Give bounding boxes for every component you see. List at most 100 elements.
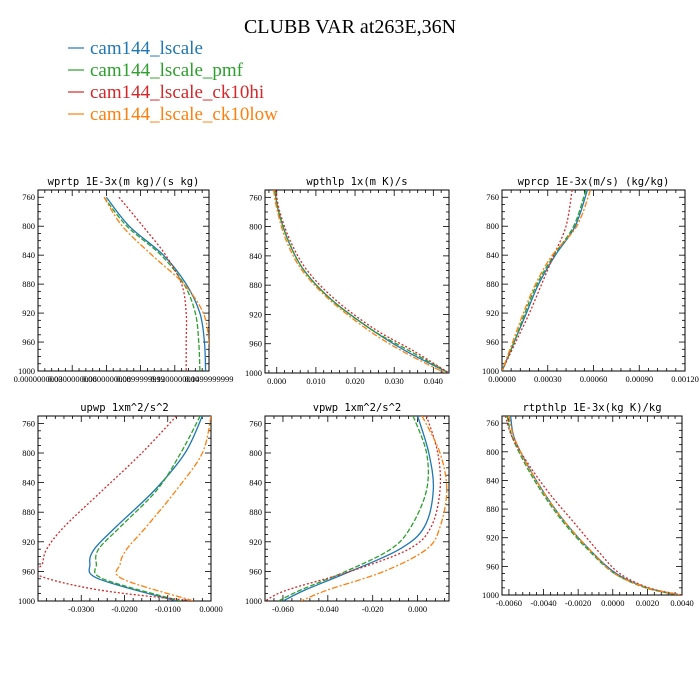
legend-label: cam144_lscale_ck10low bbox=[90, 104, 278, 125]
y-tick-label: 920 bbox=[22, 537, 35, 547]
y-tick-label: 840 bbox=[249, 251, 262, 261]
y-tick-label: 800 bbox=[249, 448, 262, 458]
x-tick-label: 0.00090 bbox=[625, 374, 653, 384]
legend-label: cam144_lscale_ck10hi bbox=[90, 82, 264, 103]
x-tick-label: 0.00060 bbox=[580, 374, 608, 384]
series-line bbox=[118, 196, 188, 371]
panel-title: wprtp 1E-3x(m kg)/(s kg) bbox=[48, 176, 200, 188]
y-tick-label: 760 bbox=[486, 418, 499, 428]
y-tick-label: 760 bbox=[249, 418, 262, 428]
panel: wprtp 1E-3x(m kg)/(s kg) 760 800 840 880 920 9… bbox=[14, 176, 234, 384]
x-tick-label: 0.0899999999 bbox=[116, 374, 165, 384]
y-tick-label: 920 bbox=[22, 308, 35, 318]
series-line bbox=[115, 416, 211, 601]
legend-label: cam144_lscale bbox=[90, 38, 203, 59]
y-tick-label: 960 bbox=[486, 337, 499, 347]
y-tick-label: 760 bbox=[22, 192, 35, 202]
series-line bbox=[502, 190, 587, 371]
y-tick-label: 800 bbox=[486, 221, 499, 231]
x-tick-label: 0.00030 bbox=[534, 374, 562, 384]
series-line bbox=[300, 416, 448, 601]
x-tick-label: 0.000 bbox=[408, 604, 427, 614]
panel: wpthlp 1x(m K)/s 760 800 840 880 920 960 1000 0.… bbox=[245, 176, 450, 386]
panel: upwp 1xm^2/s^2 760 800 840 880 920 960 1000 -0.0… bbox=[18, 402, 223, 614]
panel-title: upwp 1xm^2/s^2 bbox=[80, 402, 169, 414]
x-tick-label: 0.0300000000 bbox=[48, 374, 97, 384]
y-tick-label: 960 bbox=[249, 339, 262, 349]
x-tick-label: -0.040 bbox=[317, 604, 339, 614]
y-tick-label: 880 bbox=[22, 279, 35, 289]
y-tick-label: 1000 bbox=[245, 368, 262, 378]
plot-frame bbox=[264, 189, 450, 374]
legend-entry: cam144_lscale_ck10hi bbox=[68, 82, 264, 103]
y-tick-label: 880 bbox=[486, 279, 499, 289]
panel: wprcp 1E-3x(m/s) (kg/kg) 760 800 840 880 920 9… bbox=[482, 176, 699, 384]
y-tick-label: 920 bbox=[249, 309, 262, 319]
x-tick-label: 0.000 bbox=[267, 376, 286, 386]
y-tick-label: 920 bbox=[486, 533, 499, 543]
x-tick-label: -0.060 bbox=[272, 604, 294, 614]
x-tick-label: 0.00000 bbox=[488, 374, 516, 384]
y-tick-label: 800 bbox=[22, 448, 35, 458]
x-tick-label: -0.0100 bbox=[155, 604, 181, 614]
x-tick-label: -0.020 bbox=[362, 604, 384, 614]
y-tick-label: 840 bbox=[486, 250, 499, 260]
y-tick-label: 960 bbox=[486, 561, 499, 571]
x-tick-label: 0.0000 bbox=[601, 598, 624, 608]
y-tick-label: 800 bbox=[22, 221, 35, 231]
panel: vpwp 1xm^2/s^2 760 800 840 880 920 960 1000 -0.0… bbox=[245, 402, 450, 614]
panel-title: wpthlp 1x(m K)/s bbox=[306, 176, 407, 188]
series-line bbox=[278, 416, 430, 601]
series-line bbox=[38, 416, 194, 601]
series-line bbox=[88, 416, 203, 601]
x-tick-label: 0.010 bbox=[306, 376, 325, 386]
series-line bbox=[282, 416, 435, 601]
series-line bbox=[504, 416, 682, 595]
x-tick-label: 0.00120 bbox=[671, 374, 699, 384]
x-tick-label: 0.1499999999 bbox=[185, 374, 234, 384]
x-tick-label: 0.040 bbox=[424, 376, 443, 386]
x-tick-label: 0.0020 bbox=[636, 598, 659, 608]
series-line bbox=[103, 196, 201, 371]
y-tick-label: 760 bbox=[22, 418, 35, 428]
x-tick-label: 0.0000000000 bbox=[14, 374, 63, 384]
panel: rtpthlp 1E-3x(kg K)/kg 760 800 840 880 920 960… bbox=[482, 402, 694, 608]
y-tick-label: 920 bbox=[486, 308, 499, 318]
series-line bbox=[502, 190, 592, 371]
y-tick-label: 800 bbox=[486, 447, 499, 457]
y-tick-label: 840 bbox=[486, 475, 499, 485]
panels: wprtp 1E-3x(m kg)/(s kg) 760 800 840 880 920 9… bbox=[14, 176, 699, 614]
x-tick-label: 0.0040 bbox=[670, 598, 693, 608]
figure-title: CLUBB VAR at263E,36N bbox=[244, 16, 456, 38]
x-tick-label: 0.030 bbox=[385, 376, 404, 386]
y-tick-label: 1000 bbox=[18, 366, 35, 376]
y-tick-label: 760 bbox=[249, 192, 262, 202]
y-tick-label: 840 bbox=[249, 478, 262, 488]
y-tick-label: 880 bbox=[249, 280, 262, 290]
series-line bbox=[274, 190, 449, 373]
y-tick-label: 760 bbox=[486, 192, 499, 202]
x-tick-label: -0.0200 bbox=[111, 604, 137, 614]
legend-entry: cam144_lscale_ck10low bbox=[68, 104, 278, 125]
panel-title: vpwp 1xm^2/s^2 bbox=[313, 402, 402, 414]
legend-entry: cam144_lscale_pmf bbox=[68, 60, 244, 81]
legend-label: cam144_lscale_pmf bbox=[90, 60, 244, 81]
y-tick-label: 960 bbox=[22, 566, 35, 576]
series-line bbox=[265, 416, 442, 601]
x-tick-label: 0.020 bbox=[345, 376, 364, 386]
x-tick-label: -0.0300 bbox=[68, 604, 94, 614]
y-tick-label: 880 bbox=[486, 504, 499, 514]
panel-title: wprcp 1E-3x(m/s) (kg/kg) bbox=[518, 176, 670, 188]
y-tick-label: 880 bbox=[22, 507, 35, 517]
x-tick-label: 0.1200000000 bbox=[150, 374, 199, 384]
y-tick-label: 800 bbox=[249, 222, 262, 232]
y-tick-label: 840 bbox=[22, 478, 35, 488]
series-line bbox=[93, 416, 201, 601]
legend: cam144_lscale cam144_lscale_pmf cam144_l… bbox=[68, 38, 278, 125]
x-tick-label: -0.0020 bbox=[565, 598, 591, 608]
y-tick-label: 880 bbox=[249, 507, 262, 517]
y-tick-label: 960 bbox=[22, 337, 35, 347]
y-tick-label: 1000 bbox=[18, 596, 35, 606]
y-tick-label: 1000 bbox=[482, 590, 499, 600]
panel-title: rtpthlp 1E-3x(kg K)/kg bbox=[522, 402, 661, 414]
